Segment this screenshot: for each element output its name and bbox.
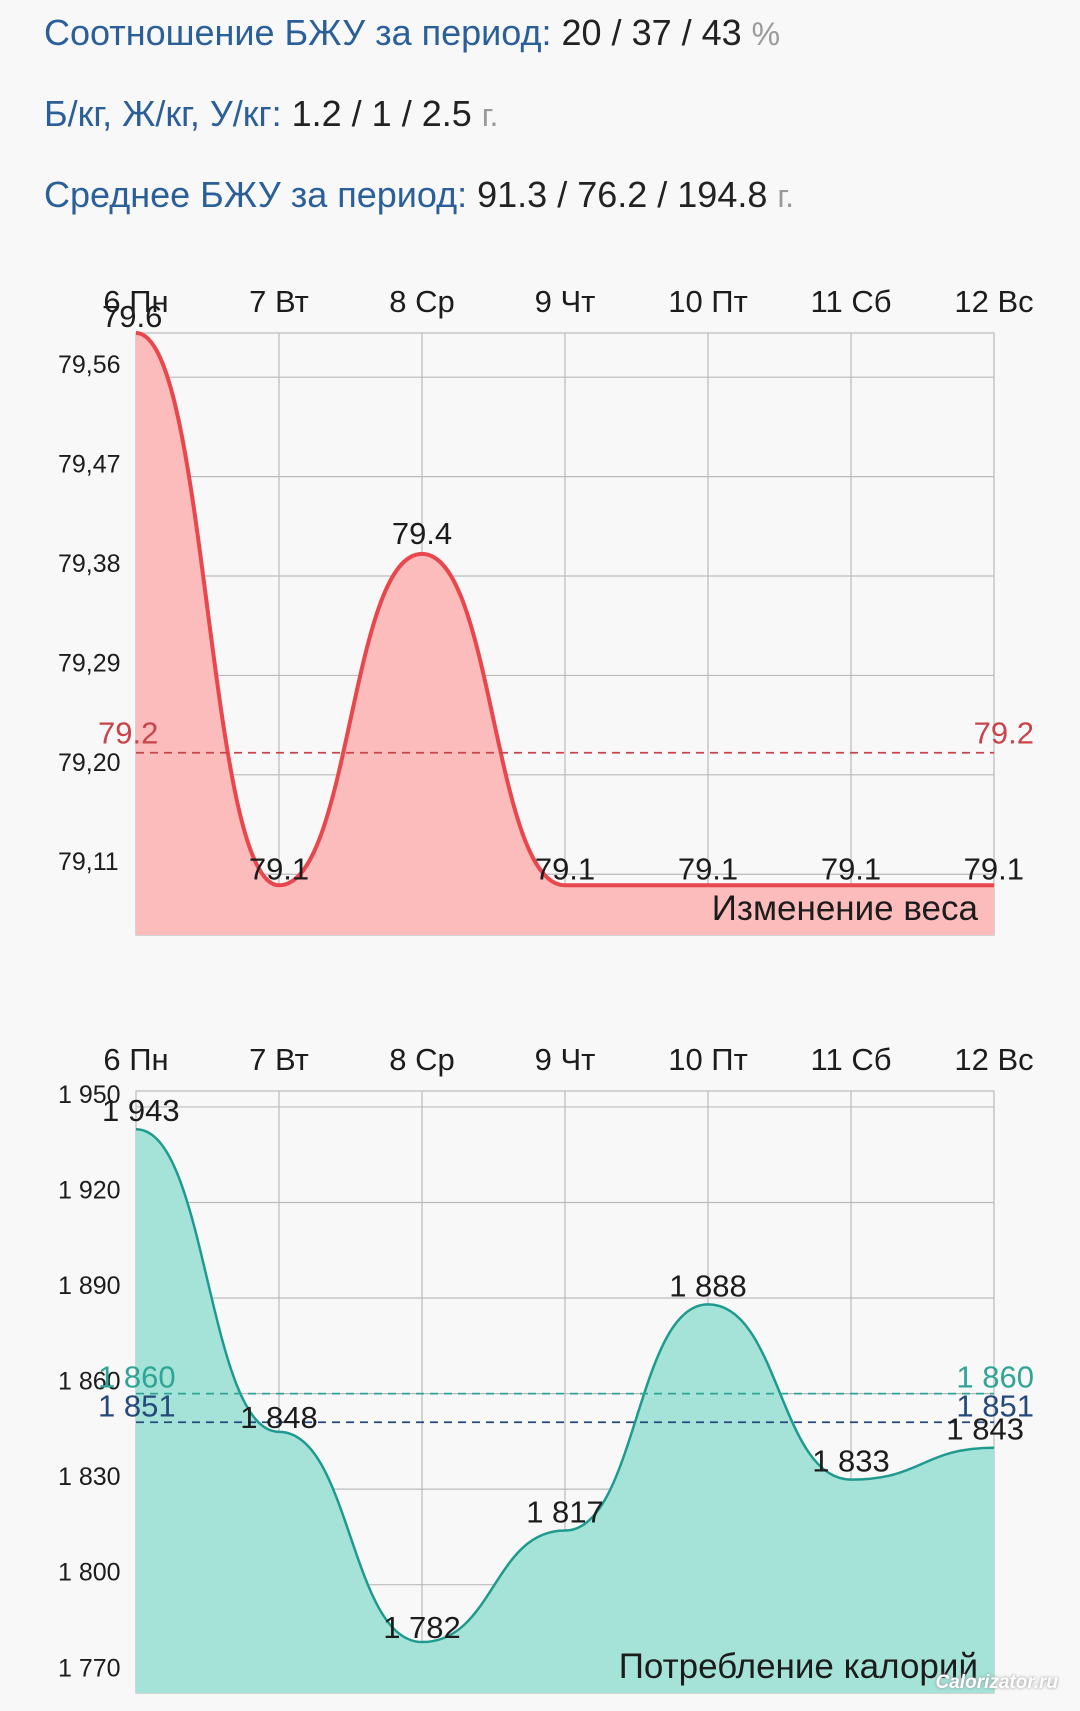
x-tick-label: 11 Сб — [811, 284, 892, 319]
macro-ratio-label: Соотношение БЖУ за период: — [44, 12, 552, 53]
average-label-right: 1 851 — [956, 1388, 1034, 1423]
macro-average-value: 91.3 / 76.2 / 194.8 — [477, 174, 768, 215]
data-label: 1 848 — [240, 1400, 318, 1435]
data-label: 79.1 — [678, 851, 738, 886]
data-label: 1 943 — [102, 1093, 180, 1128]
y-tick-label: 79,38 — [58, 550, 121, 578]
y-tick-label: 79,47 — [58, 451, 121, 479]
average-label-right: 1 860 — [956, 1360, 1034, 1395]
y-tick-label: 1 830 — [58, 1463, 121, 1491]
y-tick-label: 1 800 — [58, 1559, 121, 1587]
macro-average-label: Среднее БЖУ за период: — [44, 174, 468, 215]
x-tick-label: 7 Вт — [249, 1042, 309, 1077]
chart-title: Потребление калорий — [619, 1647, 978, 1686]
data-label: 1 817 — [526, 1495, 604, 1530]
macro-average-row: Среднее БЖУ за период: 91.3 / 76.2 / 194… — [44, 175, 794, 216]
average-label-right: 79.2 — [974, 716, 1034, 751]
x-tick-label: 12 Вс — [954, 1042, 1033, 1077]
data-label: 1 888 — [669, 1268, 747, 1303]
x-tick-label: 8 Ср — [389, 284, 454, 319]
x-tick-label: 6 Пн — [103, 284, 168, 319]
data-label: 79.6 — [102, 299, 162, 334]
macro-average-unit: г. — [777, 178, 795, 214]
data-label: 1 833 — [812, 1444, 890, 1479]
x-tick-label: 8 Ср — [389, 1042, 454, 1077]
data-label: 79.4 — [392, 516, 452, 551]
y-tick-label: 1 770 — [58, 1654, 121, 1682]
macro-per-kg-label: Б/кг, Ж/кг, У/кг: — [44, 93, 282, 134]
average-label-left: 1 860 — [98, 1360, 176, 1395]
weight-chart-svg: 6 Пн 7 Вт 8 Ср 9 Чт 10 Пт 11 Сб 12 Вс 79,11 79,2… — [58, 284, 1034, 936]
y-tick-label: 1 950 — [58, 1081, 121, 1109]
x-tick-label: 6 Пн — [103, 1042, 168, 1077]
macro-per-kg-value: 1.2 / 1 / 2.5 — [291, 93, 472, 134]
macro-ratio-unit: % — [751, 16, 781, 52]
macro-per-kg-row: Б/кг, Ж/кг, У/кг: 1.2 / 1 / 2.5 г. — [44, 94, 498, 135]
y-tick-label: 1 920 — [58, 1176, 121, 1204]
data-label: 79.1 — [964, 851, 1024, 886]
macro-ratio-value: 20 / 37 / 43 — [561, 12, 742, 53]
data-label: 1 843 — [946, 1412, 1024, 1447]
y-tick-label: 79,56 — [58, 351, 121, 379]
series-area — [136, 1129, 994, 1693]
average-label-left: 1 851 — [98, 1388, 176, 1423]
series-area — [136, 333, 994, 935]
y-tick-label: 1 860 — [58, 1368, 121, 1396]
y-tick-label: 79,29 — [58, 649, 121, 677]
series-line — [135, 1127, 995, 1644]
calorie-chart: 6 Пн 7 Вт 8 Ср 9 Чт 10 Пт 11 Сб 12 Вс 1 770 1 80… — [0, 1025, 1080, 1706]
macro-ratio-row: Соотношение БЖУ за период: 20 / 37 / 43 … — [44, 13, 780, 54]
x-tick-label: 10 Пт — [668, 284, 748, 319]
watermark-logo: Calorizator.ru — [935, 1672, 1058, 1693]
data-label: 79.1 — [249, 851, 309, 886]
series-line — [135, 331, 994, 888]
y-tick-label: 79,20 — [58, 749, 121, 777]
x-tick-label: 9 Чт — [535, 284, 596, 319]
y-tick-label: 1 890 — [58, 1272, 121, 1300]
chart-title: Изменение веса — [712, 889, 979, 928]
x-tick-label: 7 Вт — [249, 284, 309, 319]
macro-per-kg-unit: г. — [481, 97, 499, 133]
average-label-left: 79.2 — [98, 716, 158, 751]
x-tick-label: 9 Чт — [535, 1042, 596, 1077]
x-tick-label: 12 Вс — [954, 284, 1033, 319]
x-tick-label: 10 Пт — [668, 1042, 748, 1077]
data-label: 1 782 — [383, 1610, 461, 1645]
y-tick-label: 79,11 — [58, 848, 119, 876]
data-label: 79.1 — [535, 851, 595, 886]
calorie-chart-svg: 6 Пн 7 Вт 8 Ср 9 Чт 10 Пт 11 Сб 12 Вс 1 770 1 80… — [58, 1042, 1034, 1694]
data-label: 79.1 — [821, 851, 881, 886]
x-tick-label: 11 Сб — [811, 1042, 892, 1077]
weight-chart: 6 Пн 7 Вт 8 Ср 9 Чт 10 Пт 11 Сб 12 Вс 79,11 79,2… — [0, 270, 1080, 960]
